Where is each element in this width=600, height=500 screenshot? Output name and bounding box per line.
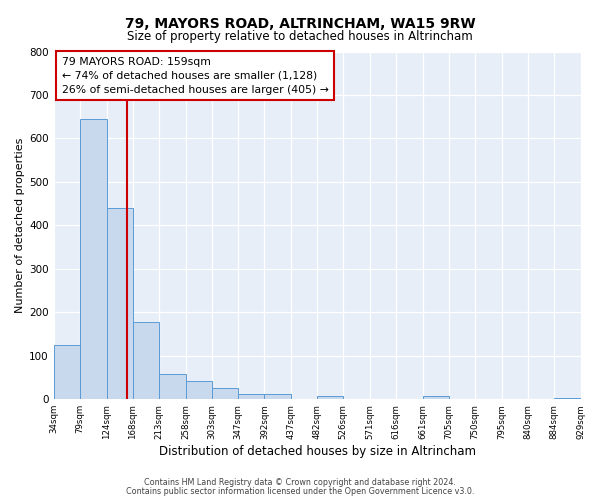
X-axis label: Distribution of detached houses by size in Altrincham: Distribution of detached houses by size …	[158, 444, 476, 458]
Bar	[185, 380, 212, 399]
Bar	[317, 396, 343, 399]
Bar	[212, 388, 238, 399]
Text: 79, MAYORS ROAD, ALTRINCHAM, WA15 9RW: 79, MAYORS ROAD, ALTRINCHAM, WA15 9RW	[125, 18, 475, 32]
Text: Size of property relative to detached houses in Altrincham: Size of property relative to detached ho…	[127, 30, 473, 43]
Bar	[238, 394, 265, 399]
Bar	[133, 322, 159, 399]
Bar	[265, 394, 291, 399]
Bar	[53, 345, 80, 399]
Y-axis label: Number of detached properties: Number of detached properties	[15, 138, 25, 313]
Bar	[554, 398, 581, 399]
Bar	[159, 374, 185, 399]
Text: Contains public sector information licensed under the Open Government Licence v3: Contains public sector information licen…	[126, 487, 474, 496]
Text: 79 MAYORS ROAD: 159sqm
← 74% of detached houses are smaller (1,128)
26% of semi-: 79 MAYORS ROAD: 159sqm ← 74% of detached…	[62, 56, 328, 94]
Bar	[107, 208, 133, 399]
Text: Contains HM Land Registry data © Crown copyright and database right 2024.: Contains HM Land Registry data © Crown c…	[144, 478, 456, 487]
Bar	[80, 119, 107, 399]
Bar	[423, 396, 449, 399]
